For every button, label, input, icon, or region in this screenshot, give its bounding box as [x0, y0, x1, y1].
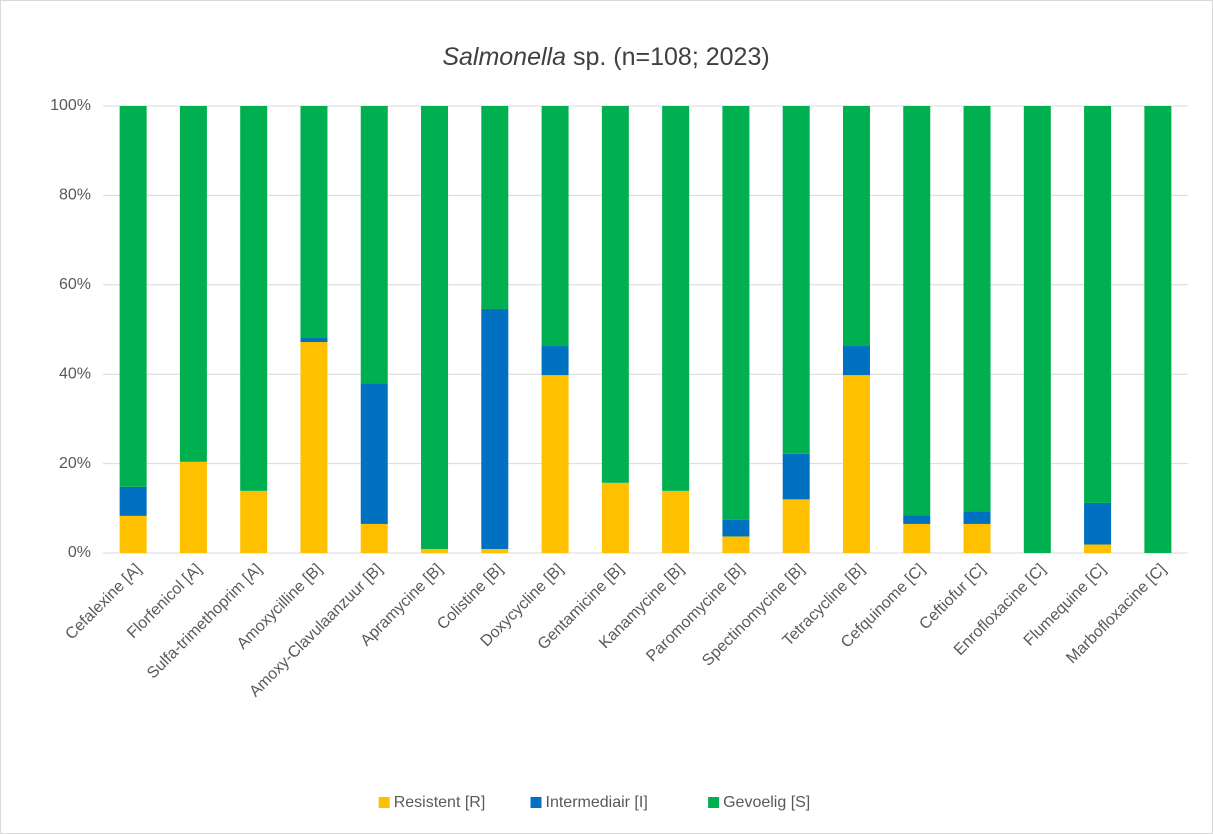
- bar-segment: [1084, 502, 1112, 545]
- bar-segment: [421, 106, 449, 549]
- bar-segment: [360, 106, 388, 384]
- y-tick-label: 100%: [50, 97, 91, 114]
- bar-segment: [360, 383, 388, 524]
- bar-segment: [842, 375, 870, 553]
- legend-label: Resistent [R]: [394, 794, 486, 811]
- bar-segment: [662, 490, 690, 553]
- bar-segment: [481, 106, 509, 309]
- bar-segment: [541, 106, 569, 347]
- bar-segment: [782, 453, 810, 500]
- bar-segment: [1084, 544, 1112, 553]
- bar-segment: [963, 511, 991, 524]
- bar-segment: [179, 106, 207, 462]
- title-italic: Salmonella: [442, 43, 566, 71]
- bar-segment: [903, 106, 931, 516]
- legend-label: Gevoelig [S]: [723, 794, 810, 811]
- y-tick-label: 20%: [59, 455, 91, 472]
- bar-segment: [601, 482, 629, 553]
- bar-segment: [722, 536, 750, 553]
- legend-label: Intermediair [I]: [546, 794, 648, 811]
- bar-segment: [601, 106, 629, 483]
- bar-segment: [903, 515, 931, 524]
- bar-segment: [842, 346, 870, 376]
- bar-segment: [300, 342, 328, 553]
- bar-segment: [963, 106, 991, 512]
- title-rest: sp. (n=108; 2023): [573, 43, 770, 71]
- bar-segment: [481, 548, 509, 553]
- bar-segment: [541, 375, 569, 553]
- legend-swatch: [530, 797, 542, 808]
- bar-segment: [179, 461, 207, 553]
- bar-segment: [1084, 106, 1112, 503]
- bar-segment: [240, 106, 268, 491]
- legend-swatch: [378, 797, 390, 808]
- bar-segment: [842, 106, 870, 347]
- bar-segment: [421, 548, 449, 553]
- bar-segment: [481, 308, 509, 549]
- legend-swatch: [708, 797, 720, 808]
- bar-segment: [300, 337, 328, 343]
- bar-segment: [300, 106, 328, 338]
- bar-segment: [541, 346, 569, 376]
- y-tick-label: 0%: [68, 544, 91, 561]
- bar-segment: [240, 490, 268, 553]
- bar-segment: [119, 515, 147, 553]
- y-tick-label: 60%: [59, 276, 91, 293]
- bar-segment: [782, 499, 810, 553]
- bar-segment: [360, 523, 388, 553]
- chart-title: Salmonella sp. (n=108; 2023): [442, 43, 769, 71]
- bar-segment: [782, 106, 810, 454]
- bar-segment: [119, 106, 147, 487]
- y-tick-label: 80%: [59, 187, 91, 204]
- bar-segment: [1023, 106, 1051, 553]
- y-tick-label: 40%: [59, 365, 91, 382]
- bar-segment: [963, 523, 991, 553]
- bar-segment: [903, 523, 931, 553]
- bar-segment: [662, 106, 690, 491]
- bar-segment: [722, 519, 750, 537]
- bar-segment: [1144, 106, 1172, 553]
- bar-segment: [722, 106, 750, 520]
- bar-segment: [119, 486, 147, 516]
